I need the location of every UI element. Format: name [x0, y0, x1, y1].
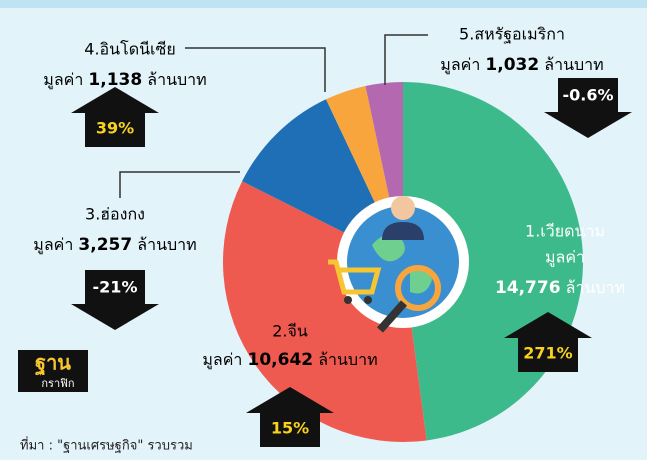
person-head: [391, 196, 415, 220]
down-arrow: [71, 270, 159, 330]
up-arrow: [71, 87, 159, 147]
value-unit: ล้านบาท: [544, 55, 603, 74]
cart-wheel: [344, 296, 352, 304]
category-label: 1.เวียดนาม: [525, 222, 605, 241]
category-label: 2.จีน: [272, 322, 308, 341]
value-unit: ล้านบาท: [137, 235, 196, 254]
value-line: 14,776 ล้านบาท: [495, 278, 625, 299]
value-label: 3,257: [78, 235, 132, 255]
value-prefix: มูลค่า: [33, 235, 73, 255]
continents: [372, 234, 432, 294]
magnifier: [395, 265, 441, 311]
category-label: 4.อินโดนีเซีย: [84, 40, 175, 59]
value-line: มูลค่า 3,257 ล้านบาท: [33, 235, 196, 256]
leader-line: [119, 171, 240, 198]
magnifier-handle: [377, 300, 407, 333]
value-unit: ล้านบาท: [318, 350, 377, 369]
up-arrow: [504, 312, 592, 372]
center-icon: [328, 196, 469, 333]
value-label: 1,138: [88, 70, 142, 90]
change-label: 39%: [96, 119, 134, 138]
up-arrow: [246, 387, 334, 447]
change-label: 271%: [523, 344, 572, 363]
value-label: 1,032: [485, 55, 539, 75]
cart-wheel: [364, 296, 372, 304]
logo-subtext: กราฟิก: [41, 377, 74, 390]
logo-text: ฐาน: [35, 351, 71, 377]
down-arrow: [544, 78, 632, 138]
value-line: มูลค่า 1,032 ล้านบาท: [440, 55, 603, 76]
change-label: -0.6%: [562, 86, 613, 105]
value-prefix: มูลค่า: [440, 55, 480, 75]
logo: ฐาน กราฟิก: [18, 350, 88, 392]
category-label: 5.สหรัฐอเมริกา: [459, 25, 565, 44]
value-prefix: มูลค่า: [545, 248, 585, 268]
value-line: มูลค่า 1,138 ล้านบาท: [43, 70, 206, 91]
category-label: 3.ฮ่องกง: [85, 205, 145, 224]
value-unit: ล้านบาท: [147, 70, 206, 89]
value-label: 10,642: [248, 350, 314, 370]
leader-line: [185, 47, 326, 92]
leader-line: [384, 34, 428, 85]
value-prefix: มูลค่า: [43, 70, 83, 90]
cart: [328, 259, 382, 295]
top-band: [0, 0, 647, 8]
pie-slice: [222, 181, 427, 442]
person-body: [382, 222, 424, 240]
value-unit: ล้านบาท: [566, 278, 625, 297]
value-line: มูลค่า 10,642 ล้านบาท: [202, 350, 377, 371]
logo-box: [18, 350, 88, 392]
value-prefix: มูลค่า: [202, 350, 242, 370]
source: ที่มา : "ฐานเศรษฐกิจ" รวบรวม: [20, 437, 193, 454]
value-label: 14,776: [495, 278, 561, 298]
change-label: -21%: [93, 278, 138, 297]
change-label: 15%: [271, 419, 309, 438]
